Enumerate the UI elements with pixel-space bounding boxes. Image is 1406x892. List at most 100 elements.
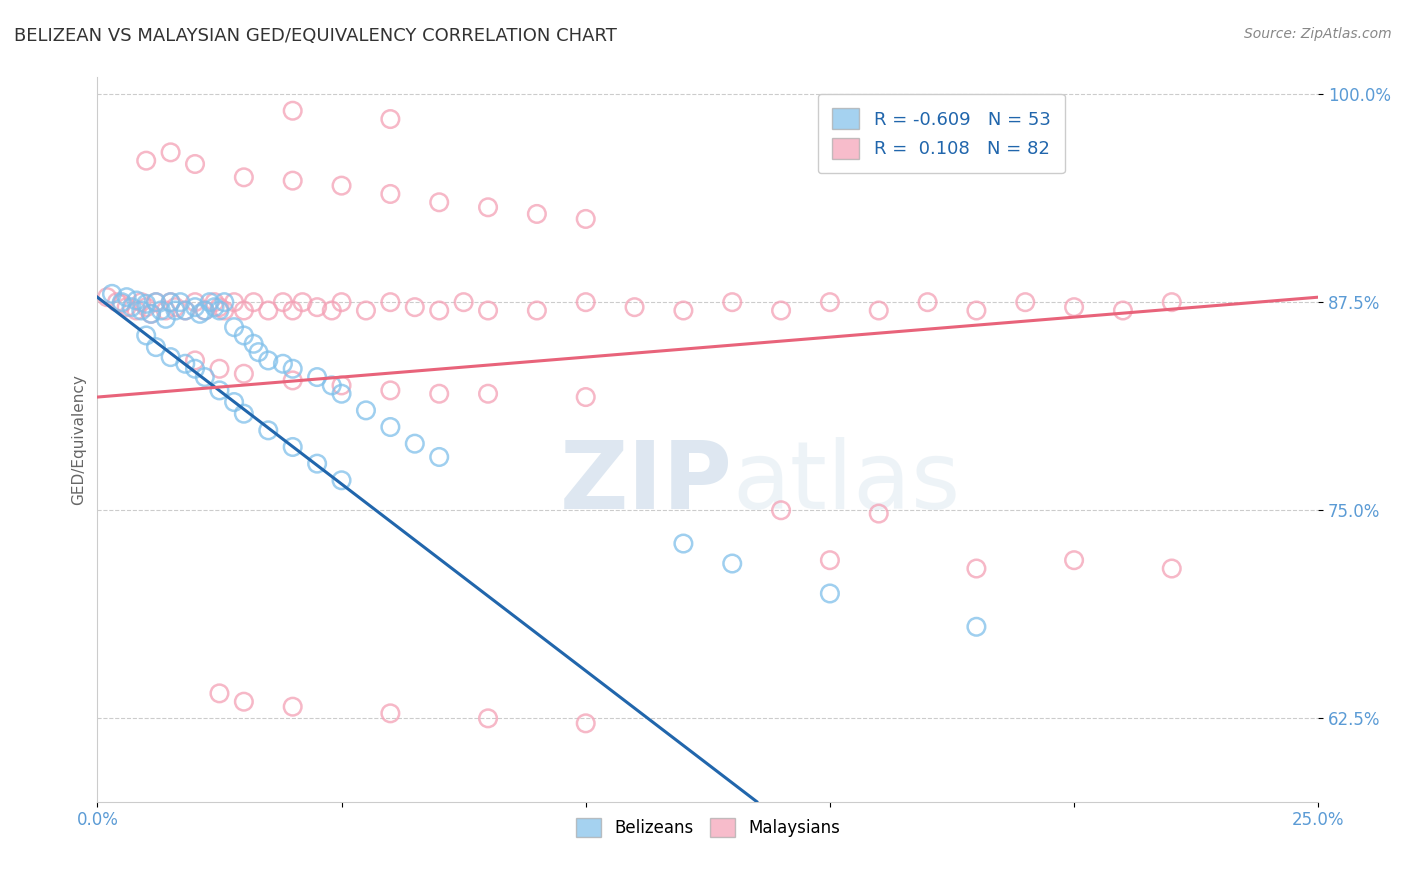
Point [477, 711, 499, 725]
Point [575, 211, 598, 226]
Point [427, 386, 450, 401]
Point [281, 303, 304, 318]
Point [281, 361, 304, 376]
Point [380, 186, 402, 201]
Text: atlas: atlas [733, 437, 960, 529]
Point [242, 295, 264, 310]
Point [818, 586, 841, 600]
Point [575, 716, 598, 731]
Point [271, 295, 294, 310]
Point [330, 378, 353, 392]
Point [672, 536, 695, 550]
Point [145, 295, 167, 310]
Point [721, 295, 744, 310]
Text: ZIP: ZIP [560, 437, 733, 529]
Text: BELIZEAN VS MALAYSIAN GED/EQUIVALENCY CORRELATION CHART: BELIZEAN VS MALAYSIAN GED/EQUIVALENCY CO… [14, 27, 617, 45]
Point [281, 440, 304, 454]
Point [1063, 300, 1085, 314]
Point [184, 361, 207, 376]
Point [1112, 303, 1135, 318]
Point [222, 320, 245, 334]
Point [115, 300, 138, 314]
Point [380, 295, 402, 310]
Point [208, 361, 231, 376]
Point [380, 112, 402, 126]
Point [204, 295, 226, 310]
Point [307, 457, 329, 471]
Point [623, 300, 645, 314]
Point [281, 174, 304, 188]
Point [354, 303, 377, 318]
Point [291, 295, 314, 310]
Point [965, 561, 987, 575]
Point [257, 303, 280, 318]
Point [818, 553, 841, 567]
Point [184, 157, 207, 171]
Point [232, 170, 254, 185]
Point [232, 328, 254, 343]
Point [131, 295, 153, 310]
Point [194, 370, 217, 384]
Text: Source: ZipAtlas.com: Source: ZipAtlas.com [1244, 27, 1392, 41]
Point [770, 303, 793, 318]
Point [194, 303, 217, 318]
Point [165, 303, 187, 318]
Point [174, 357, 197, 371]
Point [204, 300, 226, 314]
Point [354, 403, 377, 417]
Point [198, 295, 221, 310]
Point [232, 367, 254, 381]
Point [232, 407, 254, 421]
Point [404, 300, 426, 314]
Point [208, 300, 231, 314]
Point [165, 300, 187, 314]
Point [917, 295, 939, 310]
Point [281, 103, 304, 118]
Point [208, 686, 231, 700]
Point [427, 450, 450, 464]
Point [169, 295, 191, 310]
Point [184, 300, 207, 314]
Point [111, 297, 134, 311]
Point [184, 353, 207, 368]
Point [222, 395, 245, 409]
Point [1160, 295, 1182, 310]
Point [135, 328, 157, 343]
Point [453, 295, 475, 310]
Point [330, 386, 353, 401]
Point [380, 706, 402, 721]
Point [121, 300, 143, 314]
Point [159, 145, 181, 160]
Point [477, 200, 499, 214]
Point [174, 303, 197, 318]
Point [155, 311, 177, 326]
Point [145, 340, 167, 354]
Point [575, 295, 598, 310]
Point [307, 300, 329, 314]
Point [125, 303, 148, 318]
Point [159, 295, 181, 310]
Point [770, 503, 793, 517]
Legend: Belizeans, Malaysians: Belizeans, Malaysians [569, 812, 846, 844]
Point [184, 295, 207, 310]
Point [149, 303, 172, 318]
Point [868, 507, 890, 521]
Point [125, 293, 148, 308]
Point [321, 303, 343, 318]
Point [155, 303, 177, 318]
Point [135, 153, 157, 168]
Point [321, 378, 343, 392]
Point [965, 303, 987, 318]
Point [477, 303, 499, 318]
Point [208, 384, 231, 398]
Point [222, 295, 245, 310]
Point [380, 420, 402, 434]
Point [111, 295, 134, 310]
Point [307, 370, 329, 384]
Point [330, 295, 353, 310]
Point [159, 295, 181, 310]
Point [101, 286, 124, 301]
Point [139, 307, 162, 321]
Y-axis label: GED/Equivalency: GED/Equivalency [72, 374, 86, 505]
Point [380, 384, 402, 398]
